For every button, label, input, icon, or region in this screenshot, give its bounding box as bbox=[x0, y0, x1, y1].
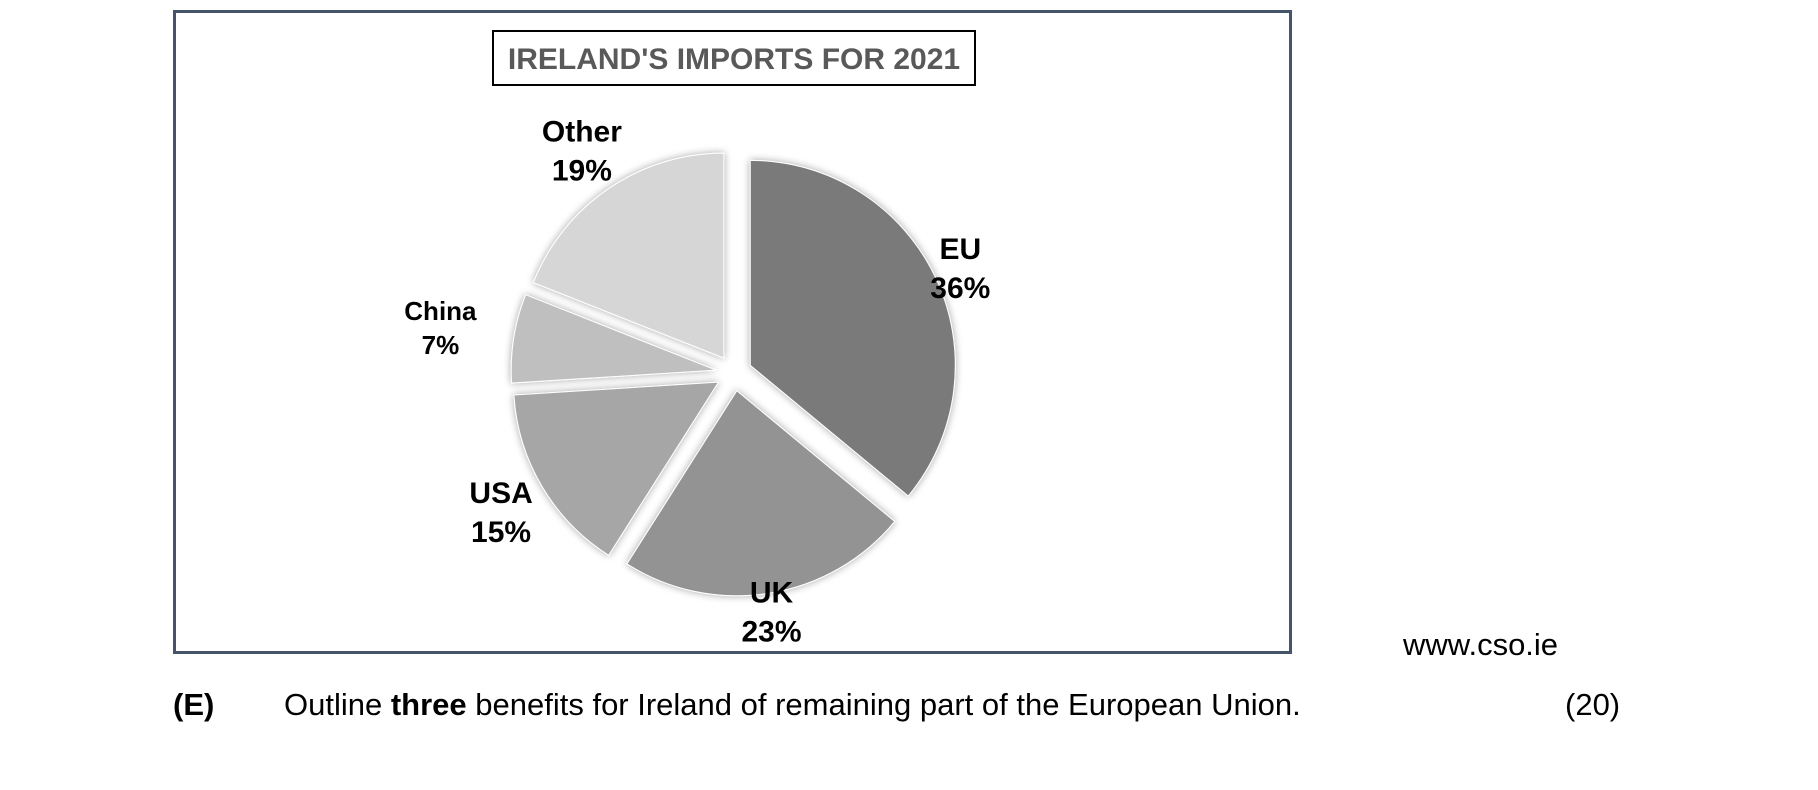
question-text-bold: three bbox=[390, 687, 467, 722]
pie-slice-eu bbox=[749, 159, 956, 497]
pie-slices bbox=[510, 152, 956, 597]
slice-value-china: 7% bbox=[422, 330, 460, 360]
pie-slice-uk bbox=[626, 390, 896, 597]
slice-label-other: Other bbox=[542, 116, 622, 149]
slice-label-usa: USA bbox=[469, 477, 532, 510]
pie-slice-other bbox=[532, 152, 725, 359]
question-text-after: benefits for Ireland of remaining part o… bbox=[466, 687, 1301, 722]
slice-value-other: 19% bbox=[552, 155, 612, 188]
chart-title: IRELAND'S IMPORTS FOR 2021 bbox=[508, 43, 960, 76]
chart-frame: IRELAND'S IMPORTS FOR 2021 EU 36% UK 23% USA… bbox=[173, 10, 1292, 654]
slice-label-eu: EU bbox=[939, 233, 981, 266]
slice-value-usa: 15% bbox=[471, 516, 531, 549]
question-letter: (E) bbox=[173, 687, 215, 722]
pie-chart: IRELAND'S IMPORTS FOR 2021 EU 36% UK 23% USA… bbox=[404, 30, 990, 649]
chart-title-box bbox=[492, 30, 976, 86]
question-marks: (20) bbox=[1565, 687, 1621, 722]
slice-value-eu: 36% bbox=[930, 272, 990, 305]
slice-value-uk: 23% bbox=[741, 615, 801, 648]
slice-label-uk: UK bbox=[750, 576, 794, 609]
pie-labels: EU 36% UK 23% USA 15% China 7% Other 19% bbox=[404, 116, 990, 649]
source-text: www.cso.ie bbox=[1403, 627, 1559, 662]
question-text: Outline three benefits for Ireland of re… bbox=[284, 687, 1301, 723]
slice-label-china: China bbox=[404, 296, 477, 326]
pie-slice-usa bbox=[513, 381, 720, 556]
question-text-before: Outline bbox=[284, 687, 391, 722]
pie-slice-china bbox=[510, 294, 717, 384]
